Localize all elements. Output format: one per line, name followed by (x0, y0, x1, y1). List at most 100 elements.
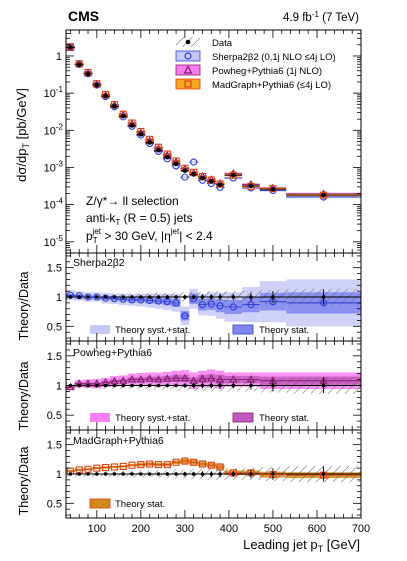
data-ratio-point (147, 295, 152, 299)
madgraph-ratio-point (181, 457, 189, 465)
y-tick-label-ratio: 0.5 (47, 498, 62, 510)
data-ratio-point (183, 383, 187, 388)
data-ratio-point (130, 383, 134, 388)
ratio-panel-2-title: Powheg+Pythia6 (73, 347, 152, 359)
x-tick-label: 700 (352, 523, 370, 535)
sherpa-ratio-point (93, 293, 101, 301)
legend-sherpa-marker (184, 52, 192, 60)
data-ratio-point (249, 383, 253, 388)
data-point (120, 113, 126, 119)
data-ratio-point (209, 472, 214, 476)
data-ratio-point (218, 295, 222, 299)
data-point (94, 82, 100, 88)
data-point (76, 62, 82, 68)
data-ratio-point (156, 295, 161, 299)
data-ratio-point (200, 472, 205, 476)
y-tick-label-ratio: 1 (56, 469, 62, 481)
svg-text:dσ/dpT [pb/GeV]: dσ/dpT [pb/GeV] (14, 88, 31, 182)
ratio-2-legend: Theory syst.+stat. Theory stat. (90, 412, 309, 424)
y-tick-label-main: 10-1 (44, 85, 64, 100)
data-point (129, 123, 135, 128)
ratio-panel-3: 0.5 1 1.5 (47, 429, 362, 519)
ratio-panel-1: 0.5 1 1.5 (47, 252, 362, 342)
data-point (103, 93, 108, 99)
ratio-1-legend-syst-label: Theory syst.+stat. (115, 325, 190, 336)
data-ratio-point (271, 295, 275, 299)
legend-powheg-marker (183, 65, 193, 74)
data-ratio-point (321, 383, 326, 388)
legend-sherpa-label: Sherpa2β2 (0,1j NLO ≤4j LO) (212, 52, 336, 63)
data-ratio-point (147, 383, 152, 388)
ratio-1-legend: Theory syst.+stat. Theory stat. (90, 324, 309, 336)
data-ratio-point (103, 383, 108, 388)
y-tick-label-main: 10-3 (44, 159, 64, 174)
y-tick-label-ratio: 1.5 (47, 440, 62, 452)
madgraph-ratio-point (128, 461, 136, 469)
data-ratio-point (95, 472, 99, 476)
madgraph-ratio-point (93, 464, 101, 472)
data-ratio-point (103, 295, 108, 299)
data-point (231, 172, 236, 178)
ratio-2-legend-stat-swatch (232, 412, 254, 423)
data-ratio-point (200, 295, 205, 299)
sherpa-ratio-point (207, 300, 215, 308)
y-tick-label-ratio: 1 (56, 381, 62, 393)
madgraph-point (269, 185, 277, 193)
data-ratio-point (231, 295, 236, 299)
y-tick-label-ratio: 0.5 (47, 410, 62, 422)
selection-line-2: anti-kT (R = 0.5) jets (86, 211, 193, 227)
data-ratio-point (139, 295, 143, 299)
powheg-ratio-point (198, 374, 207, 382)
data-ratio-point (95, 295, 99, 299)
powheg-ratio-point (171, 373, 181, 382)
data-ratio-point (183, 295, 187, 299)
data-ratio-point (321, 295, 326, 299)
legend-data-marker (185, 39, 191, 45)
data-ratio-point (209, 383, 214, 388)
ratio-3-legend-stat-label: Theory stat. (115, 499, 165, 510)
y-tick-label-main: 10-2 (44, 122, 64, 137)
data-ratio-point (231, 472, 236, 476)
y-tick-label-ratio: 1.5 (47, 351, 62, 363)
selection-line-1: Z/γ*→ ll selection (86, 194, 179, 208)
legend-data-label: Data (212, 38, 233, 49)
data-ratio-point (165, 472, 170, 476)
legend-powheg-label: Powheg+Pythia6 (1j NLO) (212, 66, 322, 77)
ratio-1-legend-stat-swatch (232, 324, 254, 335)
data-point (191, 172, 196, 177)
sherpa-ratio-point (229, 303, 237, 311)
y-axis-title-ratio-3: Theory/Data (17, 447, 31, 516)
data-point (208, 179, 214, 184)
data-ratio-point (165, 295, 170, 299)
madgraph-ratio-point (207, 461, 215, 469)
selection-line-3: pTjet > 30 GeV, |ηjet| < 2.4 (86, 227, 213, 245)
data-ratio-point (231, 383, 236, 388)
data-ratio-point (77, 472, 82, 476)
data-ratio-point (174, 472, 178, 476)
data-ratio-point (121, 295, 126, 299)
data-ratio-point (95, 383, 99, 388)
ratio-3-legend: Theory stat. (89, 498, 165, 510)
powheg-ratio-point (127, 375, 137, 383)
ratio-2-legend-stat-label: Theory stat. (259, 413, 309, 424)
data-ratio-point (156, 472, 161, 476)
data-point (85, 71, 91, 77)
powheg-ratio-point (136, 375, 145, 383)
powheg-ratio-point (145, 374, 154, 382)
x-tick-label: 500 (264, 523, 282, 535)
data-ratio-point (86, 383, 90, 388)
data-ratio-point (271, 383, 275, 388)
legend-madgraph-label: MadGraph+Pythia6 (≤4j LO) (212, 80, 331, 91)
data-ratio-point (121, 383, 126, 388)
powheg-ratio-point (154, 375, 163, 383)
data-point (138, 132, 144, 137)
data-point (182, 168, 188, 173)
luminosity-label: 4.9 fb-1 (7 TeV) (283, 10, 359, 24)
svg-text:Theory/Data: Theory/Data (17, 447, 31, 516)
data-ratio-point (86, 295, 90, 299)
madgraph-ratio-point (119, 462, 127, 470)
data-point (270, 186, 276, 192)
sherpa-point (181, 173, 189, 181)
data-ratio-point (165, 383, 170, 388)
x-tick-label: 600 (308, 523, 326, 535)
